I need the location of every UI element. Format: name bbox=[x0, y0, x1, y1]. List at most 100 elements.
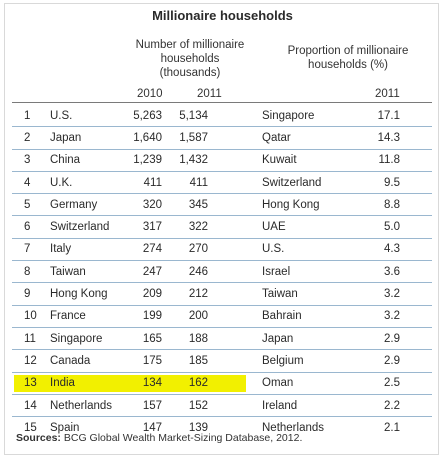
country-cell: U.S. bbox=[50, 109, 73, 122]
column-header-2010: 2010 bbox=[137, 88, 163, 100]
value-2010-cell: 157 bbox=[142, 399, 162, 412]
value-2011-cell: 162 bbox=[188, 377, 208, 390]
proportion-value-cell: 3.6 bbox=[384, 265, 400, 278]
proportion-country-cell: Ireland bbox=[262, 399, 298, 412]
proportion-country-cell: Japan bbox=[262, 332, 294, 345]
value-2010-cell: 199 bbox=[142, 310, 162, 323]
country-cell: Italy bbox=[50, 243, 72, 256]
value-2010-cell: 317 bbox=[142, 221, 162, 234]
proportion-value-cell: 2.5 bbox=[384, 377, 400, 390]
value-2010-cell: 1,640 bbox=[133, 131, 162, 144]
value-2010-cell: 209 bbox=[142, 288, 162, 301]
column-header-2011-right: 2011 bbox=[375, 88, 400, 100]
rank-cell: 5 bbox=[24, 198, 31, 211]
table-row: 4 U.K. 411 411 Switzerland 9.5 bbox=[12, 172, 432, 195]
table-title: Millionaire households bbox=[152, 8, 293, 23]
proportion-country-cell: Kuwait bbox=[262, 154, 297, 167]
value-2011-cell: 1,432 bbox=[179, 154, 208, 167]
value-2011-cell: 345 bbox=[188, 198, 208, 211]
table-row: 15 Spain 147 139 Netherlands 2.1 bbox=[12, 417, 432, 438]
proportion-country-cell: Taiwan bbox=[262, 288, 298, 301]
country-cell: Germany bbox=[50, 198, 98, 211]
right-header-line-2: households (%) bbox=[308, 59, 388, 71]
value-2011-cell: 188 bbox=[188, 332, 208, 345]
rank-cell: 6 bbox=[24, 221, 31, 234]
table-row: 6 Switzerland 317 322 UAE 5.0 bbox=[12, 216, 432, 239]
proportion-value-cell: 8.8 bbox=[384, 198, 400, 211]
country-cell: Japan bbox=[50, 131, 82, 144]
rank-cell: 10 bbox=[24, 310, 37, 323]
country-cell: Hong Kong bbox=[50, 288, 108, 301]
proportion-country-cell: Bahrain bbox=[262, 310, 302, 323]
header-divider bbox=[12, 102, 432, 103]
value-2011-cell: 212 bbox=[188, 288, 208, 301]
proportion-country-cell: Qatar bbox=[262, 131, 291, 144]
rank-cell: 4 bbox=[24, 176, 31, 189]
value-2010-cell: 134 bbox=[142, 377, 162, 390]
value-2010-cell: 411 bbox=[143, 176, 162, 189]
left-column-group-header: Number of millionaire households (thousa… bbox=[120, 38, 260, 80]
value-2011-cell: 1,587 bbox=[179, 131, 208, 144]
table-row: 14 Netherlands 157 152 Ireland 2.2 bbox=[12, 395, 432, 418]
table-row: 3 China 1,239 1,432 Kuwait 11.8 bbox=[12, 150, 432, 172]
proportion-country-cell: Oman bbox=[262, 377, 294, 390]
table-row: 10 France 199 200 Bahrain 3.2 bbox=[12, 306, 432, 328]
rank-cell: 14 bbox=[24, 399, 37, 412]
value-2011-cell: 411 bbox=[189, 176, 208, 189]
value-2011-cell: 270 bbox=[188, 243, 208, 256]
rank-cell: 7 bbox=[24, 243, 31, 256]
proportion-country-cell: Hong Kong bbox=[262, 198, 320, 211]
country-cell: China bbox=[50, 154, 81, 167]
rank-cell: 12 bbox=[24, 354, 37, 367]
value-2011-cell: 139 bbox=[188, 421, 208, 434]
rank-cell: 1 bbox=[24, 109, 31, 122]
proportion-value-cell: 2.9 bbox=[384, 354, 400, 367]
left-header-line-3: (thousands) bbox=[159, 67, 221, 79]
source-note: Sources: BCG Global Wealth Market-Sizing… bbox=[16, 432, 302, 444]
proportion-country-cell: U.S. bbox=[262, 243, 285, 256]
value-2010-cell: 147 bbox=[142, 421, 162, 434]
table-row: 5 Germany 320 345 Hong Kong 8.8 bbox=[12, 194, 432, 217]
proportion-value-cell: 9.5 bbox=[384, 176, 400, 189]
country-cell: France bbox=[50, 310, 86, 323]
source-text: BCG Global Wealth Market-Sizing Database… bbox=[60, 432, 303, 444]
value-2010-cell: 320 bbox=[142, 198, 162, 211]
rank-cell: 15 bbox=[24, 421, 37, 434]
right-header-line-1: Proportion of millionaire bbox=[287, 45, 409, 57]
value-2011-cell: 185 bbox=[188, 354, 208, 367]
value-2010-cell: 165 bbox=[142, 332, 162, 345]
country-cell: India bbox=[50, 377, 75, 390]
proportion-value-cell: 4.3 bbox=[384, 243, 400, 256]
source-label: Sources: bbox=[16, 432, 61, 444]
proportion-country-cell: Belgium bbox=[262, 354, 304, 367]
country-cell: Spain bbox=[50, 421, 80, 434]
proportion-country-cell: Netherlands bbox=[262, 421, 325, 434]
proportion-value-cell: 5.0 bbox=[384, 221, 400, 234]
rank-cell: 13 bbox=[24, 377, 37, 390]
value-2010-cell: 5,263 bbox=[133, 109, 162, 122]
proportion-value-cell: 3.2 bbox=[384, 288, 400, 301]
table-row: 1 U.S. 5,263 5,134 Singapore 17.1 bbox=[12, 105, 432, 128]
proportion-value-cell: 2.9 bbox=[384, 332, 400, 345]
rank-cell: 9 bbox=[24, 288, 31, 301]
table-row: 2 Japan 1,640 1,587 Qatar 14.3 bbox=[12, 127, 432, 150]
value-2011-cell: 322 bbox=[188, 221, 208, 234]
value-2011-cell: 200 bbox=[188, 310, 208, 323]
country-cell: Netherlands bbox=[50, 399, 113, 412]
left-header-line-2: households bbox=[160, 53, 220, 65]
right-column-group-header: Proportion of millionaire households (%) bbox=[258, 44, 438, 72]
value-2010-cell: 247 bbox=[142, 265, 162, 278]
proportion-value-cell: 3.2 bbox=[384, 310, 400, 323]
column-header-2011-left: 2011 bbox=[197, 88, 222, 100]
rank-cell: 8 bbox=[24, 265, 31, 278]
table-row: 12 Canada 175 185 Belgium 2.9 bbox=[12, 350, 432, 373]
table-row: 7 Italy 274 270 U.S. 4.3 bbox=[12, 239, 432, 262]
value-2010-cell: 175 bbox=[142, 354, 162, 367]
table-row: 9 Hong Kong 209 212 Taiwan 3.2 bbox=[12, 283, 432, 306]
table-row: 11 Singapore 165 188 Japan 2.9 bbox=[12, 328, 432, 351]
value-2011-cell: 152 bbox=[188, 399, 208, 412]
country-cell: Canada bbox=[50, 354, 91, 367]
rank-cell: 3 bbox=[24, 154, 31, 167]
proportion-value-cell: 2.2 bbox=[384, 399, 400, 412]
country-cell: Switzerland bbox=[50, 221, 110, 234]
